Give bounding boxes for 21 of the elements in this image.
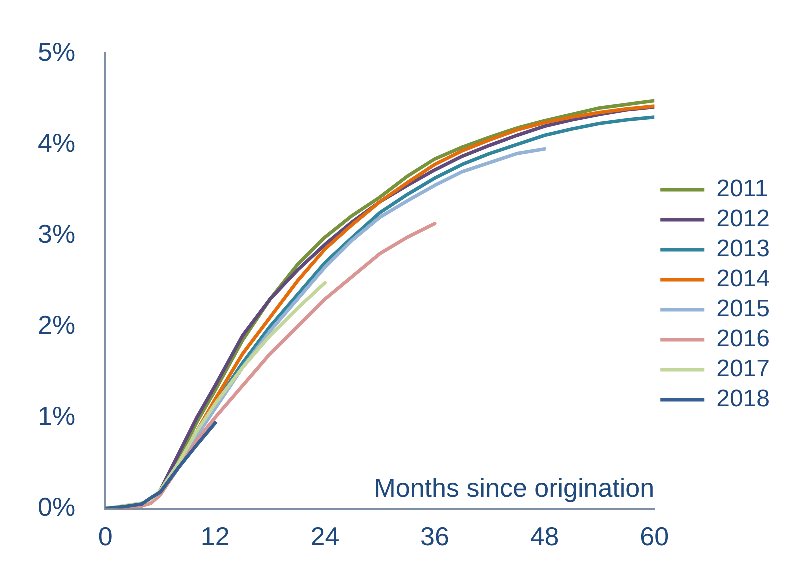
x-tick-label: 60 [640, 522, 670, 552]
y-tick-label: 5% [38, 36, 76, 67]
legend-label: 2018 [716, 386, 770, 413]
legend-label: 2015 [716, 296, 770, 323]
y-tick-label: 4% [38, 128, 76, 158]
legend-label: 2016 [716, 326, 770, 353]
y-tick-label: 3% [38, 218, 76, 249]
x-tick-label: 24 [310, 522, 340, 552]
legend-label: 2013 [716, 236, 770, 263]
x-tick-label: 36 [420, 522, 450, 552]
legend-label: 2012 [716, 206, 770, 233]
x-axis-title: Months since origination [374, 472, 655, 503]
y-tick-label: 1% [38, 400, 76, 431]
legend-label: 2011 [716, 176, 768, 203]
x-tick-label: 0 [98, 522, 113, 552]
legend-label: 2017 [716, 356, 770, 383]
x-tick-label: 48 [530, 522, 560, 552]
y-tick-label: 0% [38, 492, 76, 522]
legend-label: 2014 [716, 266, 770, 293]
y-tick-label: 2% [38, 310, 76, 340]
x-tick-label: 12 [200, 522, 230, 552]
